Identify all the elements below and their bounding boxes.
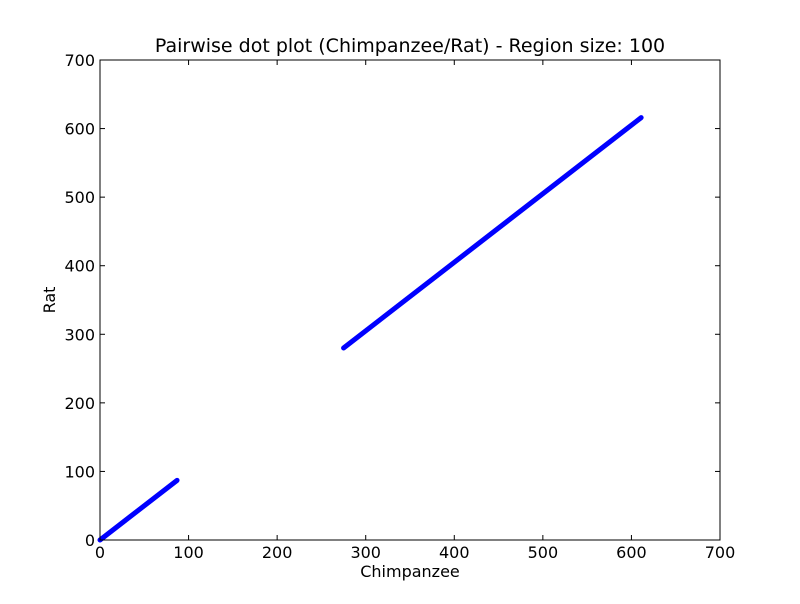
x-tick-label: 100 [173,543,204,562]
y-tick-label: 700 [64,51,95,70]
y-tick-label: 0 [85,531,95,550]
x-tick-label: 600 [616,543,647,562]
y-tick-label: 400 [64,257,95,276]
x-tick-label: 300 [350,543,381,562]
y-tick-label: 300 [64,325,95,344]
x-tick-labels: 0 100 200 300 400 500 600 700 [95,543,735,562]
y-tick-label: 200 [64,394,95,413]
x-tick-label: 400 [439,543,470,562]
data-marks [97,115,644,543]
axis-ticks [99,59,721,541]
y-tick-label: 100 [64,462,95,481]
x-tick-label: 700 [705,543,736,562]
y-tick-label: 600 [64,120,95,139]
plot-area [100,60,720,540]
plot-frame [99,59,721,541]
y-tick-label: 500 [64,188,95,207]
match-segment-1 [97,477,180,543]
x-axis-label: Chimpanzee [360,562,460,581]
x-tick-label: 500 [528,543,559,562]
chart-title: Pairwise dot plot (Chimpanzee/Rat) - Reg… [155,35,665,57]
y-tick-labels: 0 100 200 300 400 500 600 700 [64,51,95,550]
match-segment-2 [341,115,644,351]
x-tick-label: 0 [95,543,105,562]
x-tick-label: 200 [262,543,293,562]
y-axis-label: Rat [40,287,59,314]
